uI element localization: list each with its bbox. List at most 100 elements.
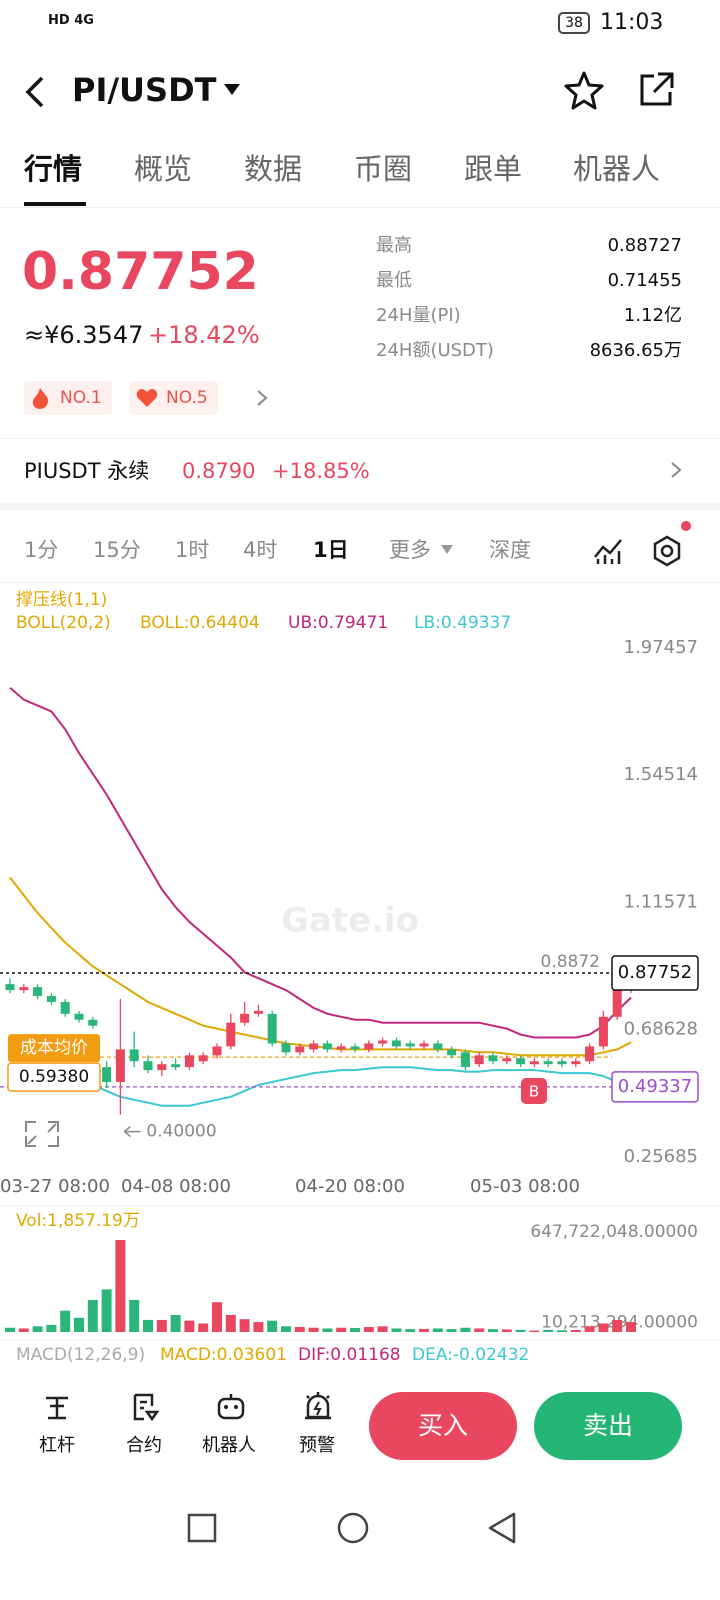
- tab[interactable]: 币圈: [354, 152, 413, 186]
- candle-body: [60, 1001, 70, 1014]
- stat-label: 24H量(PI): [376, 305, 461, 326]
- time: 11:03: [600, 10, 664, 35]
- macd-label: DEA:-0.02432: [412, 1345, 529, 1365]
- volume-bar: [446, 1329, 457, 1332]
- chevron[interactable]: [254, 388, 270, 408]
- stat-label: 最高: [376, 235, 412, 256]
- x-tick-label: 04-08 08:00: [121, 1176, 231, 1197]
- back[interactable]: [20, 72, 50, 112]
- sell-button[interactable]: 卖出: [534, 1392, 682, 1460]
- volume-bar: [74, 1317, 84, 1332]
- settings-icon[interactable]: [650, 534, 684, 568]
- indicator-title: 撑压线(1,1): [16, 590, 107, 610]
- candle-body: [102, 1067, 112, 1082]
- candle-body: [309, 1043, 319, 1050]
- share[interactable]: [636, 70, 676, 110]
- indicator-icon[interactable]: [592, 535, 626, 567]
- volume-bar: [101, 1289, 112, 1332]
- volume-bar: [612, 1319, 623, 1332]
- tab[interactable]: 数据: [244, 152, 303, 186]
- stat-label: 最低: [376, 270, 412, 291]
- volume-bar: [501, 1329, 512, 1332]
- buy-button[interactable]: 买入: [369, 1392, 517, 1460]
- lower-band-label: 0.49337: [618, 1076, 692, 1097]
- nav-recent[interactable]: [187, 1513, 217, 1543]
- candle-body: [19, 987, 29, 991]
- volume-bar: [129, 1300, 140, 1332]
- volume-bar: [322, 1328, 333, 1332]
- legend-item: BOLL:0.64404: [140, 613, 260, 633]
- stat-value: 8636.65万: [589, 340, 682, 361]
- volume-bar: [432, 1328, 443, 1332]
- candle-body: [171, 1064, 181, 1068]
- volume-bar: [570, 1330, 581, 1332]
- divider: [0, 207, 720, 208]
- cny-price: ≈¥6.3547: [24, 321, 144, 349]
- candle-body: [419, 1043, 429, 1047]
- candle-body: [543, 1061, 553, 1065]
- volume-bar: [5, 1327, 15, 1332]
- candle-body: [336, 1046, 346, 1050]
- macd-label: MACD:0.03601: [160, 1345, 287, 1365]
- nav-home[interactable]: [337, 1512, 369, 1544]
- timeframe[interactable]: 1时: [175, 538, 210, 562]
- fullscreen-icon[interactable]: [25, 1121, 59, 1147]
- badge[interactable]: NO.5: [130, 381, 218, 415]
- candle-body: [598, 1016, 608, 1047]
- candle-body: [516, 1058, 526, 1065]
- candle-body: [74, 1013, 84, 1020]
- tab[interactable]: 机器人: [573, 152, 661, 186]
- volume-bar: [529, 1330, 540, 1332]
- legend-item: UB:0.79471: [288, 613, 388, 633]
- volume-bar: [184, 1320, 195, 1332]
- tab[interactable]: 行情: [24, 152, 83, 186]
- chevron[interactable]: [668, 460, 684, 480]
- tab[interactable]: 跟单: [464, 152, 523, 186]
- timeframe[interactable]: 4时: [243, 538, 278, 562]
- network-type: 4G: [74, 13, 94, 28]
- volume-bar: [143, 1319, 153, 1332]
- perp-name[interactable]: PIUSDT 永续: [24, 459, 150, 483]
- stat-label: 24H额(USDT): [376, 340, 494, 361]
- candle-body: [612, 990, 622, 1017]
- candle-body: [447, 1049, 457, 1056]
- volume-bar: [474, 1328, 485, 1332]
- pair-title[interactable]: PI/USDT: [72, 71, 217, 109]
- candle-body: [33, 987, 43, 997]
- lower-band-box: [611, 1071, 699, 1103]
- tab[interactable]: 概览: [134, 152, 193, 186]
- candle-body: [405, 1043, 415, 1047]
- nav-bar: [187, 1512, 516, 1544]
- high-line-label: 0.8872: [541, 952, 600, 972]
- timeframe[interactable]: 1日: [313, 538, 349, 562]
- timeframe[interactable]: 更多: [389, 538, 431, 562]
- robot-icon[interactable]: [215, 1392, 247, 1422]
- y-tick-label: 1.54514: [624, 764, 698, 785]
- watermark: Gate.io: [281, 901, 419, 941]
- favorite[interactable]: [564, 70, 604, 110]
- timeframe[interactable]: 15分: [93, 538, 141, 562]
- candle-body: [322, 1043, 332, 1050]
- perp-price: 0.8790: [182, 459, 256, 483]
- stat-value: 0.71455: [607, 270, 682, 291]
- buy-marker-box: [521, 1078, 547, 1104]
- nav-back[interactable]: [488, 1512, 516, 1544]
- candle-body: [226, 1022, 236, 1047]
- candle-body: [571, 1061, 581, 1065]
- change: +18.42%: [148, 321, 260, 349]
- divider: [0, 438, 720, 439]
- alert-icon[interactable]: [303, 1390, 333, 1422]
- timeframe[interactable]: 1分: [24, 538, 59, 562]
- timeframe[interactable]: 深度: [489, 538, 531, 562]
- badge[interactable]: NO.1: [24, 381, 112, 415]
- candle-body: [433, 1043, 443, 1050]
- toolbar-label: 机器人: [202, 1435, 256, 1456]
- low-marker: 0.40000: [146, 1122, 216, 1142]
- dropdown[interactable]: [222, 82, 242, 98]
- contract-icon[interactable]: [130, 1392, 160, 1422]
- volume-bar: [294, 1327, 305, 1332]
- leverage-icon[interactable]: [42, 1392, 72, 1422]
- candle-body: [46, 996, 56, 1002]
- cost-title-box: [8, 1034, 100, 1063]
